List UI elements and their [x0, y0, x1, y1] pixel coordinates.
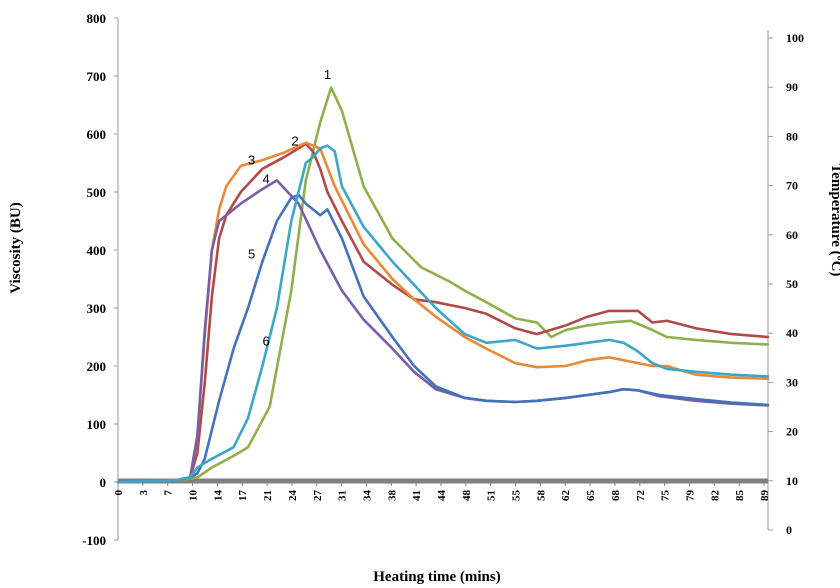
y-tick-label: 0	[100, 475, 107, 490]
x-tick-label: 82	[709, 490, 721, 502]
y-tick-label: 400	[87, 243, 107, 258]
y-axis-right-ticks: 0 10 20 30 40 50 60 70 80 90 100	[768, 31, 804, 537]
y2-tick-label: 0	[786, 523, 792, 537]
x-tick-label: 7	[163, 490, 175, 496]
y-tick-label: 600	[87, 127, 107, 142]
series-line-6	[116, 144, 770, 484]
series-line-1	[116, 86, 770, 484]
curve-label-5: 5	[248, 247, 255, 262]
y2-tick-label: 10	[786, 474, 798, 488]
x-tick-label: 34	[361, 490, 373, 502]
curve-label-4: 4	[262, 171, 269, 186]
y-tick-label: 800	[87, 11, 107, 26]
x-tick-label: 79	[684, 490, 696, 502]
y2-tick-label: 100	[786, 31, 804, 45]
y2-tick-label: 70	[786, 179, 798, 193]
x-tick-label: 65	[585, 490, 597, 502]
plot-frame	[117, 18, 769, 540]
y-axis-title: Viscosity (BU)	[8, 202, 24, 294]
y2-tick-label: 80	[786, 129, 798, 143]
y2-axis-title: Temperature (ºC)	[828, 164, 840, 277]
y2-tick-label: 60	[786, 228, 798, 242]
y2-tick-label: 40	[786, 326, 798, 340]
x-tick-label: 0	[113, 490, 125, 496]
y2-tick-label: 20	[786, 425, 798, 439]
x-tick-label: 44	[436, 490, 448, 502]
curve-label-1: 1	[324, 67, 331, 82]
x-tick-label: 68	[610, 490, 622, 502]
y-tick-label: 300	[87, 301, 107, 316]
x-tick-label: 10	[188, 490, 200, 502]
x-axis-ticks: 0 3 7 10 14 17 21 24 27 31 34 38 41 44 48 51 55 58 62 65 68 7…	[113, 481, 771, 501]
x-tick-label: 58	[535, 490, 547, 502]
x-tick-label: 72	[635, 490, 647, 502]
series-lines	[116, 86, 770, 484]
x-tick-label: 62	[560, 490, 572, 502]
y-tick-label: 200	[87, 359, 107, 374]
x-tick-label: 48	[461, 490, 473, 502]
x-tick-label: 75	[660, 490, 672, 502]
x-tick-label: 89	[759, 490, 771, 502]
series-line-2	[116, 142, 770, 484]
x-tick-label: 38	[386, 490, 398, 502]
y-tick-label: 700	[87, 69, 107, 84]
x-tick-label: 14	[212, 490, 224, 502]
series-line-5	[116, 193, 770, 484]
y-tick-label: 100	[87, 417, 107, 432]
x-tick-label: 31	[337, 490, 349, 501]
x-tick-label: 27	[312, 490, 324, 502]
x-tick-label: 24	[287, 490, 299, 502]
curve-label-3: 3	[248, 153, 255, 168]
x-tick-label: 3	[138, 490, 150, 496]
y2-tick-label: 90	[786, 80, 798, 94]
curve-label-2: 2	[291, 134, 298, 149]
y2-tick-label: 30	[786, 375, 798, 389]
x-tick-label: 21	[262, 490, 274, 501]
y-axis-left-ticks: -100 0 100 200 300 400 500 600 700 800	[82, 11, 118, 548]
y-tick-label: -100	[82, 533, 106, 548]
x-axis-title: Heating time (mins)	[373, 569, 500, 585]
x-tick-label: 85	[734, 490, 746, 502]
x-tick-label: 55	[511, 490, 523, 502]
series-line-3	[116, 141, 770, 484]
x-tick-label: 51	[486, 490, 498, 501]
x-tick-label: 17	[237, 490, 249, 502]
curve-labels: 1 2 34 5 6	[248, 67, 331, 349]
y-tick-label: 500	[87, 185, 107, 200]
x-tick-label: 41	[411, 490, 423, 501]
y2-tick-label: 50	[786, 277, 798, 291]
curve-label-6: 6	[262, 334, 269, 349]
